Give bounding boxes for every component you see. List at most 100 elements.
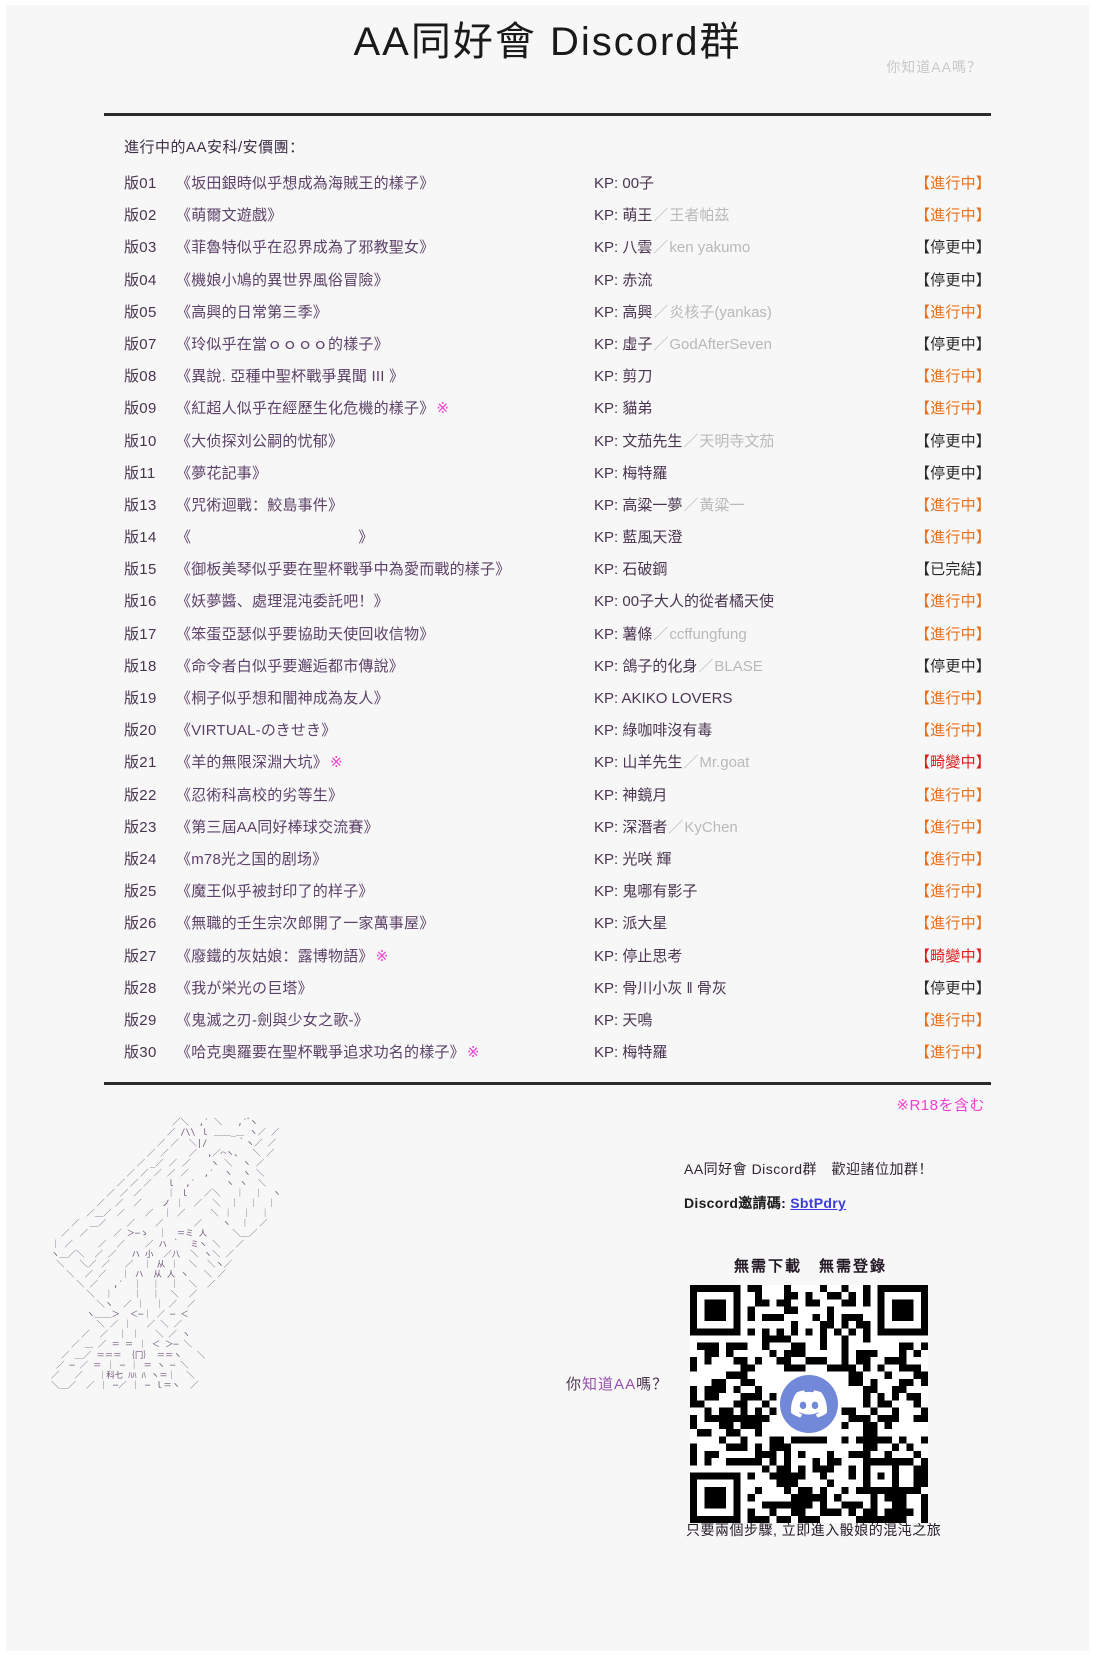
kp-label: KP: bbox=[594, 561, 623, 579]
invite-code-link[interactable]: SbtPdry bbox=[790, 1195, 847, 1211]
row-kp: KP: 梅特羅 bbox=[594, 462, 856, 483]
divider-top bbox=[104, 113, 991, 116]
table-row: 版04 《機娘小鳩的異世界風俗冒險》 KP: 赤流 【停更中】 bbox=[124, 269, 991, 301]
kp-label: KP: bbox=[594, 432, 623, 450]
no-requirements-text: 無需下載 無需登錄 bbox=[734, 1258, 888, 1275]
kp-name: 剪刀 bbox=[622, 368, 653, 386]
table-row: 版16 《妖夢醬、處理混沌委託吧！》 KP: 00子大人的從者橘天使 【進行中】 bbox=[124, 590, 991, 622]
kp-label: KP: bbox=[594, 271, 623, 289]
header-subtitle: 你知道AA嗎？ bbox=[886, 59, 982, 75]
row-version: 版22 bbox=[124, 786, 157, 804]
table-row: 版15 《御板美琴似乎要在聖杯戰爭中為愛而戰的樣子》 KP: 石破鋼 【已完結】 bbox=[124, 558, 991, 590]
row-title-text: 《 》 bbox=[176, 529, 374, 547]
status-badge: 【停更中】 bbox=[914, 432, 991, 450]
table-row: 版13 《咒術迴戰：鮫島事件》 KP: 高粱一夢／黃粱一 【進行中】 bbox=[124, 494, 991, 526]
kp-name: 骨川小灰 ‖ 骨灰 bbox=[622, 979, 727, 997]
row-kp: KP: 高粱一夢／黃粱一 bbox=[594, 494, 856, 515]
kp-label: KP: bbox=[594, 786, 623, 804]
row-title-text: 《命令者白似乎要邂逅都市傳說》 bbox=[176, 657, 405, 675]
row-kp: KP: 八雲／ken yakumo bbox=[594, 236, 856, 257]
kp-label: KP: bbox=[594, 947, 623, 965]
kp-name: 綠咖啡沒有毒 bbox=[622, 722, 713, 740]
row-title-text: 《魔王似乎被封印了的样子》 bbox=[176, 883, 374, 901]
kp-label: KP: bbox=[594, 529, 623, 547]
status-badge: 【停更中】 bbox=[914, 271, 991, 289]
row-title-text: 《哈克奧羅要在聖杯戰爭追求功名的樣子》 bbox=[176, 1044, 465, 1062]
kp-label: KP: bbox=[594, 1044, 623, 1062]
status-badge: 【進行中】 bbox=[914, 303, 991, 321]
table-row: 版19 《桐子似乎想和闇神成為友人》 KP: AKIKO LOVERS 【進行中】 bbox=[124, 687, 991, 719]
kp-separator: ／ bbox=[668, 818, 684, 836]
kp-separator: ／ bbox=[653, 335, 669, 353]
table-row: 版21 《羊的無限深淵大坑》 ※ KP: 山羊先生／Mr.goat 【畸變中】 bbox=[124, 751, 991, 783]
kp-label: KP: bbox=[594, 464, 623, 482]
kp-label: KP: bbox=[594, 400, 623, 418]
row-title-text: 《坂田銀時似乎想成為海賊王的樣子》 bbox=[176, 175, 435, 192]
status-badge: 【停更中】 bbox=[914, 464, 991, 482]
kp-alt-name: GodAfterSeven bbox=[669, 335, 772, 353]
row-title: 《紅超人似乎在經歷生化危機的樣子》 ※ bbox=[176, 397, 594, 418]
list-heading: 進行中的AA安科/安價團： bbox=[124, 139, 305, 156]
kp-name: 藍風天澄 bbox=[622, 529, 683, 547]
table-row: 版23 《第三屆AA同好棒球交流賽》 KP: 深潛者／KyChen 【進行中】 bbox=[124, 816, 991, 848]
row-title-text: 《羊的無限深淵大坑》 bbox=[176, 754, 329, 772]
row-version: 版11 bbox=[124, 464, 156, 482]
kp-label: KP: bbox=[594, 368, 623, 386]
row-title: 《機娘小鳩的異世界風俗冒險》 bbox=[176, 269, 594, 290]
table-row: 版28 《我が栄光の巨塔》 KP: 骨川小灰 ‖ 骨灰 【停更中】 bbox=[124, 977, 991, 1009]
row-kp: KP: 深潛者／KyChen bbox=[594, 816, 856, 837]
table-row: 版29 《鬼滅之刃-劍與少女之歌-》 KP: 天鳴 【進行中】 bbox=[124, 1009, 991, 1041]
status-badge: 【停更中】 bbox=[914, 979, 991, 997]
row-kp: KP: 鬼哪有影子 bbox=[594, 880, 856, 901]
kp-label: KP: bbox=[594, 207, 623, 225]
qr-code[interactable] bbox=[690, 1285, 928, 1523]
row-kp: KP: 貓弟 bbox=[594, 397, 856, 418]
status-badge: 【停更中】 bbox=[914, 657, 991, 675]
row-title-text: 《御板美琴似乎要在聖杯戰爭中為愛而戰的樣子》 bbox=[176, 561, 511, 579]
kp-label: KP: bbox=[594, 303, 623, 321]
kp-label: KP: bbox=[594, 593, 623, 611]
row-title-text: 《忍術科高校的劣等生》 bbox=[176, 786, 344, 804]
table-row: 版11 《夢花記事》 KP: 梅特羅 【停更中】 bbox=[124, 462, 991, 494]
kp-separator: ／ bbox=[653, 625, 669, 643]
header: AA同好會 Discord群 bbox=[6, 19, 1089, 65]
row-version: 版16 bbox=[124, 593, 157, 611]
kp-name: 高粱一夢 bbox=[622, 496, 683, 514]
status-badge: 【進行中】 bbox=[914, 400, 991, 418]
kp-name: 停止思考 bbox=[622, 947, 683, 965]
divider-bottom bbox=[104, 1082, 991, 1085]
row-version: 版27 bbox=[124, 947, 157, 965]
status-badge: 【進行中】 bbox=[914, 818, 991, 836]
status-badge: 【進行中】 bbox=[914, 593, 991, 611]
table-row: 版20 《VIRTUAL-のきせき》 KP: 綠咖啡沒有毒 【進行中】 bbox=[124, 719, 991, 751]
status-badge: 【進行中】 bbox=[914, 368, 991, 386]
table-row: 版25 《魔王似乎被封印了的样子》 KP: 鬼哪有影子 【進行中】 bbox=[124, 880, 991, 912]
row-title: 《菲魯特似乎在忍界成為了邪教聖女》 bbox=[176, 236, 594, 257]
table-row: 版02 《萌爾文遊戲》 KP: 萌王／王者帕茲 【進行中】 bbox=[124, 204, 991, 236]
table-row: 版27 《廢鐵的灰姑娘：露博物語》 ※ KP: 停止思考 【畸變中】 bbox=[124, 945, 991, 977]
kp-alt-name: Mr.goat bbox=[699, 754, 750, 772]
row-title: 《廢鐵的灰姑娘：露博物語》 ※ bbox=[176, 945, 594, 966]
kp-name: 梅特羅 bbox=[622, 464, 668, 482]
kp-label: KP: bbox=[594, 657, 623, 675]
row-title: 《VIRTUAL-のきせき》 bbox=[176, 719, 594, 740]
row-kp: KP: 藍風天澄 bbox=[594, 526, 856, 547]
row-kp: KP: 薯條／ccffungfung bbox=[594, 623, 856, 644]
kp-name: 鴿子的化身 bbox=[622, 657, 698, 675]
row-kp: KP: 骨川小灰 ‖ 骨灰 bbox=[594, 977, 856, 998]
table-row: 版17 《笨蛋亞瑟似乎要協助天使回收信物》 KP: 薯條／ccffungfung 【進… bbox=[124, 623, 991, 655]
row-title-text: 《機娘小鳩的異世界風俗冒險》 bbox=[176, 271, 389, 289]
row-version: 版14 bbox=[124, 529, 157, 547]
table-row: 版30 《哈克奧羅要在聖杯戰爭追求功名的樣子》 ※ KP: 梅特羅 【進行中】 bbox=[124, 1041, 991, 1073]
row-title: 《萌爾文遊戲》 bbox=[176, 204, 594, 225]
kp-label: KP: bbox=[594, 850, 623, 868]
row-title: 《哈克奧羅要在聖杯戰爭追求功名的樣子》 ※ bbox=[176, 1041, 594, 1062]
row-version: 版10 bbox=[124, 432, 157, 450]
row-title: 《御板美琴似乎要在聖杯戰爭中為愛而戰的樣子》 bbox=[176, 558, 594, 579]
status-badge: 【進行中】 bbox=[914, 625, 991, 643]
row-kp: KP: 赤流 bbox=[594, 269, 856, 290]
invite-label: Discord邀請碼: bbox=[684, 1195, 787, 1211]
status-badge: 【畸變中】 bbox=[914, 947, 991, 965]
table-row: 版22 《忍術科高校的劣等生》 KP: 神鏡月 【進行中】 bbox=[124, 784, 991, 816]
